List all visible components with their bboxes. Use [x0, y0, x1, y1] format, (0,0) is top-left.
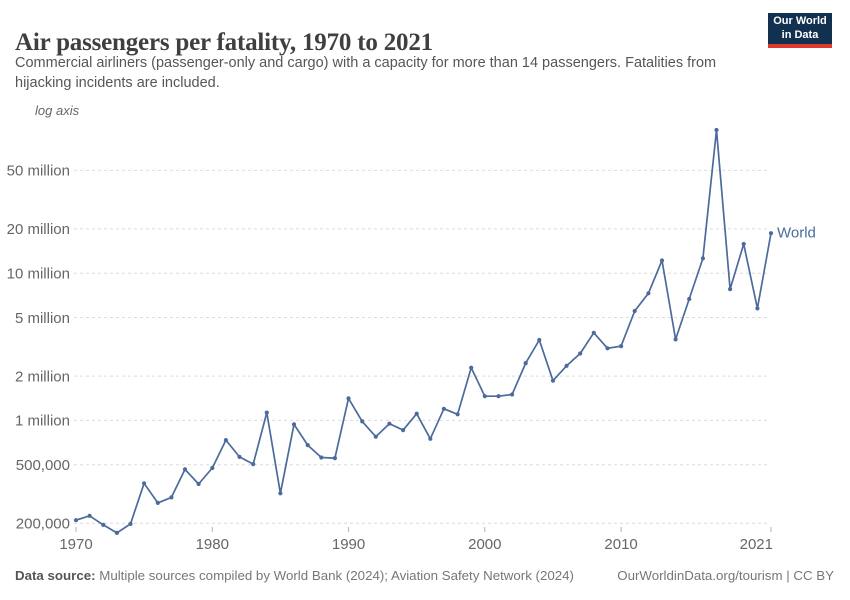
y-axis-label: 50 million — [7, 163, 70, 180]
data-point-marker[interactable] — [619, 344, 624, 349]
data-point-marker[interactable] — [728, 287, 733, 292]
data-point-marker[interactable] — [550, 378, 556, 383]
series-line-world[interactable] — [75, 129, 772, 534]
data-point-marker[interactable] — [360, 419, 365, 424]
data-point-marker[interactable] — [319, 455, 324, 460]
data-point-marker[interactable] — [632, 308, 637, 314]
data-point-marker[interactable] — [387, 421, 392, 426]
y-axis-label: 500,000 — [16, 457, 70, 474]
data-point-marker[interactable] — [237, 454, 242, 459]
y-axis-label: 20 million — [7, 221, 70, 238]
data-point-marker[interactable] — [210, 465, 215, 471]
data-point-marker[interactable] — [278, 491, 283, 496]
data-point-marker[interactable] — [264, 410, 269, 415]
y-axis-label: 10 million — [7, 265, 70, 282]
x-axis-label: 2021 — [740, 536, 773, 553]
data-point-marker[interactable] — [659, 258, 665, 263]
page-title: Air passengers per fatality, 1970 to 202… — [15, 28, 433, 56]
data-point-marker[interactable] — [578, 351, 583, 356]
data-point-marker[interactable] — [482, 394, 487, 399]
data-point-marker[interactable] — [346, 396, 351, 401]
chart-subtitle-line1: Commercial airliners (passenger-only and… — [15, 55, 717, 71]
data-point-marker[interactable] — [605, 346, 610, 351]
data-point-marker[interactable] — [182, 467, 188, 472]
data-source-text: Multiple sources compiled by World Bank … — [95, 568, 574, 583]
x-axis-label: 2010 — [604, 536, 637, 553]
y-axis-label: 1 million — [15, 413, 70, 430]
series-end-label: World — [777, 225, 816, 242]
log-axis-note: log axis — [35, 103, 80, 118]
data-point-marker[interactable] — [401, 428, 406, 433]
owid-logo-line2: in Data — [781, 28, 819, 41]
owid-logo[interactable]: Our World in Data — [768, 13, 832, 48]
data-point-marker[interactable] — [537, 337, 542, 343]
data-point-marker[interactable] — [373, 434, 378, 439]
x-axis-label: 1980 — [196, 536, 229, 553]
data-point-marker[interactable] — [87, 513, 92, 518]
data-point-marker[interactable] — [523, 361, 528, 366]
x-axis-label: 1990 — [332, 536, 365, 553]
data-point-marker[interactable] — [73, 518, 79, 523]
chart-subtitle-line2: hijacking incidents are included. — [15, 75, 220, 91]
data-point-marker[interactable] — [755, 306, 760, 311]
data-point-marker[interactable] — [687, 296, 692, 302]
data-point-marker[interactable] — [101, 522, 106, 528]
data-point-marker[interactable] — [591, 330, 596, 335]
data-point-marker[interactable] — [169, 495, 174, 500]
credit-link[interactable]: OurWorldinData.org/tourism | CC BY — [617, 568, 834, 583]
x-axis-label: 2000 — [468, 536, 501, 553]
data-source-label: Data source: — [15, 568, 96, 583]
data-point-marker[interactable] — [509, 392, 515, 397]
data-point-marker[interactable] — [428, 436, 433, 441]
y-axis-label: 200,000 — [16, 516, 70, 533]
data-point-marker[interactable] — [455, 412, 460, 417]
data-point-marker[interactable] — [291, 422, 297, 427]
data-point-marker[interactable] — [128, 521, 133, 527]
data-point-marker[interactable] — [469, 365, 474, 370]
data-point-marker[interactable] — [142, 481, 147, 486]
data-point-marker[interactable] — [441, 406, 446, 411]
data-point-marker[interactable] — [673, 337, 678, 342]
y-axis-label: 5 million — [15, 310, 70, 327]
data-point-marker[interactable] — [114, 530, 119, 536]
data-point-marker[interactable] — [305, 443, 310, 448]
data-point-marker[interactable] — [496, 394, 501, 399]
chart-footer: Data source: Multiple sources compiled b… — [15, 568, 834, 583]
data-point-marker[interactable] — [564, 363, 569, 368]
data-point-marker[interactable] — [155, 500, 160, 505]
data-point-marker[interactable] — [714, 127, 719, 133]
data-point-marker[interactable] — [741, 241, 746, 247]
data-point-marker[interactable] — [700, 256, 706, 261]
data-point-marker[interactable] — [414, 411, 419, 416]
data-source-note: Data source: Multiple sources compiled b… — [15, 568, 574, 583]
chart-subtitle: Commercial airliners (passenger-only and… — [15, 53, 716, 93]
data-point-marker[interactable] — [196, 481, 201, 487]
data-point-marker[interactable] — [251, 462, 256, 467]
owid-logo-line1: Our World — [773, 15, 827, 27]
y-axis-label: 2 million — [15, 368, 70, 385]
data-point-marker[interactable] — [646, 291, 651, 296]
x-axis-label: 1970 — [59, 536, 92, 553]
data-point-marker[interactable] — [332, 456, 337, 461]
data-point-marker[interactable] — [223, 438, 228, 443]
data-point-marker[interactable] — [768, 231, 774, 236]
